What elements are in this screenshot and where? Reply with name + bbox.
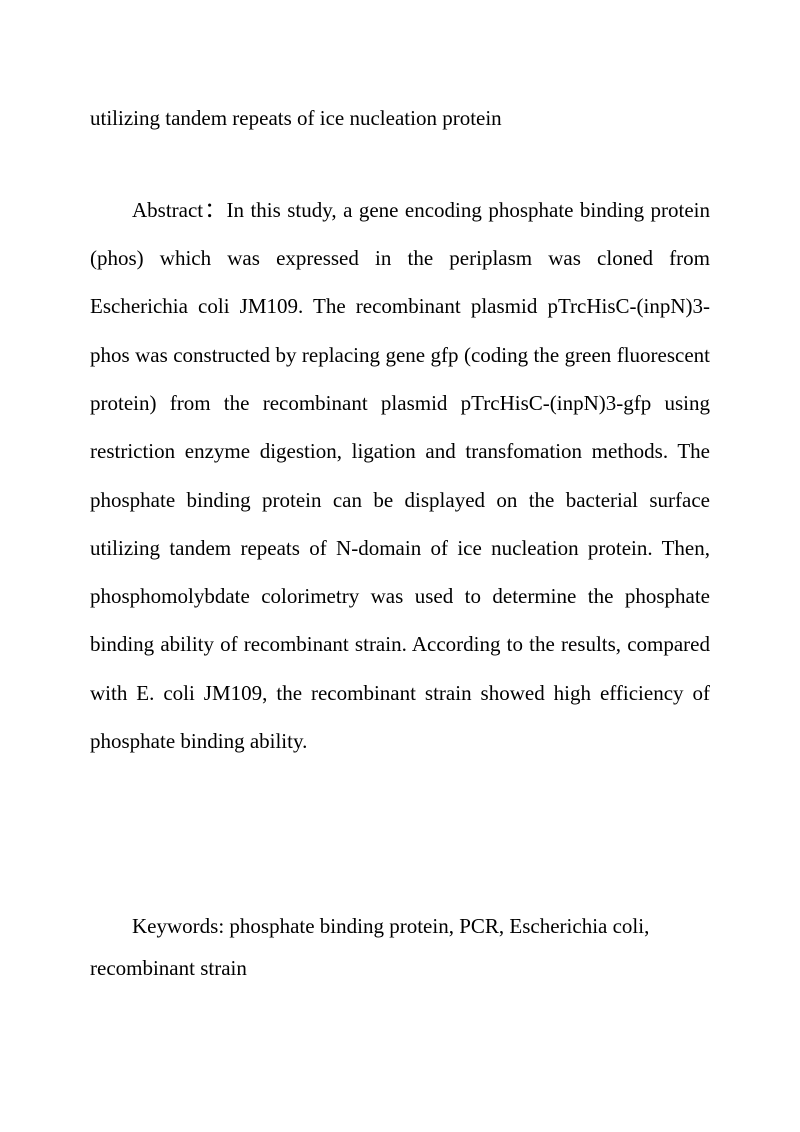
abstract-label: Abstract： <box>132 198 227 222</box>
abstract-paragraph: Abstract：In this study, a gene encoding … <box>90 186 710 766</box>
keywords-paragraph: Keywords: phosphate binding protein, PCR… <box>90 905 710 989</box>
keywords-label: Keywords: <box>132 914 229 938</box>
title-continuation: utilizing tandem repeats of ice nucleati… <box>90 100 710 138</box>
abstract-text: In this study, a gene encoding phosphate… <box>90 198 710 753</box>
